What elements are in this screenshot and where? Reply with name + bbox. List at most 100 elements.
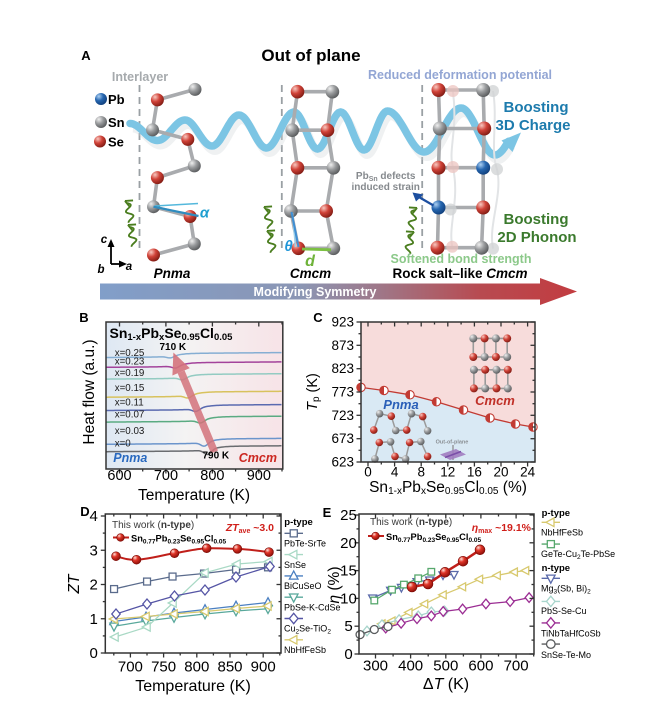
- svg-text:Cmcm: Cmcm: [239, 451, 277, 465]
- svg-text:ZTave ~3.0: ZTave ~3.0: [225, 522, 274, 535]
- svg-text:773: 773: [331, 385, 354, 400]
- svg-text:d: d: [305, 253, 316, 270]
- svg-text:Tp (K): Tp (K): [305, 373, 322, 411]
- svg-text:790 K: 790 K: [202, 451, 229, 462]
- svg-text:A: A: [81, 48, 91, 63]
- svg-text:800: 800: [200, 468, 224, 484]
- svg-text:x=0.15: x=0.15: [115, 383, 145, 394]
- svg-text:700: 700: [504, 658, 529, 675]
- svg-text:η (%): η (%): [326, 566, 343, 603]
- svg-text:p-type: p-type: [284, 517, 313, 528]
- svg-text:4: 4: [391, 465, 399, 480]
- svg-text:300: 300: [363, 658, 388, 675]
- svg-text:8: 8: [417, 465, 425, 480]
- svg-text:10: 10: [340, 590, 357, 607]
- svg-text:500: 500: [433, 658, 458, 675]
- svg-text:Se: Se: [108, 135, 124, 150]
- svg-text:This work (n-type): This work (n-type): [112, 520, 194, 531]
- svg-text:Pb: Pb: [108, 92, 125, 107]
- svg-text:0: 0: [89, 645, 97, 662]
- svg-text:400: 400: [398, 658, 423, 675]
- svg-text:Interlayer: Interlayer: [112, 70, 168, 84]
- svg-text:Sn1-xPbxSe0.95Cl0.05: Sn1-xPbxSe0.95Cl0.05: [110, 325, 234, 343]
- svg-text:20: 20: [340, 535, 357, 552]
- svg-text:3: 3: [89, 542, 97, 559]
- svg-text:x=0.07: x=0.07: [115, 410, 145, 421]
- svg-text:0: 0: [344, 646, 352, 663]
- svg-text:Modifying Symmetry: Modifying Symmetry: [254, 285, 377, 299]
- svg-text:Pnma: Pnma: [113, 451, 147, 465]
- svg-text:α: α: [200, 205, 210, 222]
- svg-text:ZT: ZT: [66, 573, 83, 594]
- svg-text:Pnma: Pnma: [154, 266, 191, 281]
- svg-text:x=0.23: x=0.23: [115, 357, 145, 368]
- svg-text:Rock salt–like Cmcm: Rock salt–like Cmcm: [392, 266, 527, 281]
- svg-text:723: 723: [331, 408, 354, 423]
- svg-text:PbSn defects: PbSn defects: [356, 171, 416, 183]
- svg-text:GeTe-Cu2Te-PbSe: GeTe-Cu2Te-PbSe: [541, 549, 615, 561]
- svg-text:Boosting: Boosting: [504, 99, 569, 116]
- svg-text:823: 823: [331, 361, 354, 376]
- svg-text:600: 600: [468, 658, 493, 675]
- svg-text:Sn: Sn: [108, 115, 125, 130]
- svg-text:θ: θ: [284, 238, 293, 255]
- svg-text:3D Charge: 3D Charge: [495, 117, 570, 134]
- svg-text:x=0.19: x=0.19: [115, 368, 145, 379]
- svg-text:Reduced deformation potential: Reduced deformation potential: [368, 68, 552, 82]
- svg-text:1: 1: [89, 611, 97, 628]
- svg-text:12: 12: [440, 465, 455, 480]
- svg-text:x=0.11: x=0.11: [115, 398, 144, 409]
- svg-text:623: 623: [331, 455, 354, 470]
- svg-text:PbTe-SrTe: PbTe-SrTe: [284, 539, 326, 549]
- svg-text:700: 700: [154, 468, 178, 484]
- svg-text:b: b: [97, 264, 104, 276]
- svg-text:673: 673: [331, 431, 354, 446]
- svg-text:x=0.25: x=0.25: [115, 348, 145, 359]
- svg-text:4: 4: [89, 508, 97, 525]
- svg-text:B: B: [79, 310, 88, 325]
- svg-text:Cmcm: Cmcm: [290, 266, 331, 281]
- svg-text:923: 923: [331, 315, 354, 330]
- svg-text:0: 0: [364, 465, 372, 480]
- svg-text:induced strain: induced strain: [352, 182, 420, 193]
- svg-text:20: 20: [493, 465, 508, 480]
- svg-text:873: 873: [331, 338, 354, 353]
- svg-text:900: 900: [251, 659, 276, 676]
- svg-text:SnSe: SnSe: [284, 560, 306, 570]
- svg-text:Pnma: Pnma: [383, 397, 418, 412]
- svg-text:Cmcm: Cmcm: [475, 393, 515, 408]
- svg-text:NbHfFeSb: NbHfFeSb: [284, 645, 326, 655]
- svg-text:15: 15: [340, 563, 357, 580]
- svg-text:900: 900: [247, 468, 271, 484]
- svg-text:PbS-Se-Cu: PbS-Se-Cu: [541, 606, 587, 616]
- svg-text:Sn0.77Pb0.23Se0.95Cl0.05: Sn0.77Pb0.23Se0.95Cl0.05: [386, 532, 481, 544]
- svg-text:Sn0.77Pb0.23Se0.95Cl0.05: Sn0.77Pb0.23Se0.95Cl0.05: [131, 534, 226, 546]
- svg-text:TiNbTaHfCoSb: TiNbTaHfCoSb: [541, 629, 601, 639]
- svg-text:750: 750: [151, 659, 176, 676]
- svg-text:600: 600: [107, 468, 131, 484]
- svg-text:c: c: [101, 234, 108, 246]
- svg-text:Heat flow (a.u.): Heat flow (a.u.): [81, 339, 98, 444]
- svg-text:2: 2: [89, 577, 97, 594]
- svg-text:SnSe-Te-Mo: SnSe-Te-Mo: [541, 650, 591, 660]
- svg-text:ΔT (K): ΔT (K): [423, 676, 469, 693]
- svg-text:BiCuSeO: BiCuSeO: [284, 581, 322, 591]
- svg-text:850: 850: [217, 659, 242, 676]
- svg-text:Boosting: Boosting: [504, 211, 569, 228]
- svg-text:25: 25: [340, 507, 357, 524]
- svg-text:5: 5: [344, 618, 352, 635]
- svg-text:700: 700: [118, 659, 143, 676]
- svg-text:Softened bond strength: Softened bond strength: [391, 252, 532, 266]
- svg-text:Mg3(Sb, Bi)2: Mg3(Sb, Bi)2: [541, 583, 591, 595]
- svg-text:Out-of-plane: Out-of-plane: [436, 440, 469, 446]
- svg-text:Out of plane: Out of plane: [261, 46, 360, 65]
- svg-text:This work (n-type): This work (n-type): [370, 517, 452, 528]
- svg-text:Cu2Se-TiO2: Cu2Se-TiO2: [284, 624, 331, 636]
- svg-text:D: D: [80, 504, 89, 519]
- svg-text:24: 24: [520, 465, 536, 480]
- svg-text:710 K: 710 K: [159, 342, 186, 353]
- svg-text:800: 800: [184, 659, 209, 676]
- svg-text:E: E: [323, 505, 332, 520]
- svg-text:x=0.03: x=0.03: [115, 426, 145, 437]
- svg-text:NbHfFeSb: NbHfFeSb: [541, 527, 583, 537]
